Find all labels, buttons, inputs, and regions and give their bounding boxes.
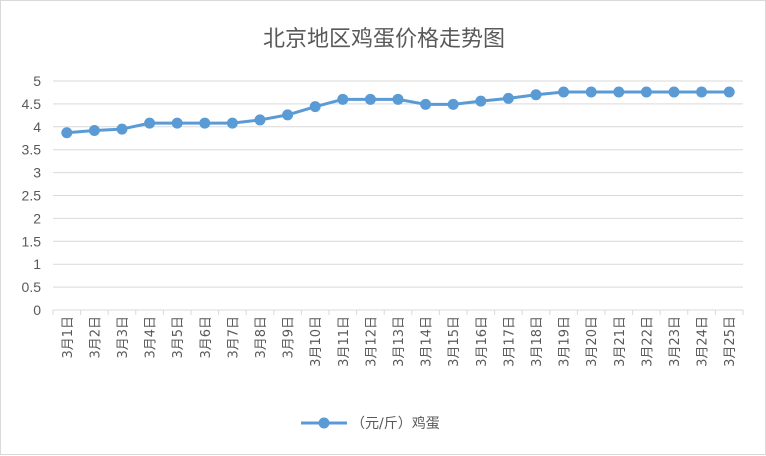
data-point [254, 114, 266, 126]
data-point [447, 98, 459, 110]
legend-marker [318, 417, 330, 429]
y-tick-label: 5 [33, 73, 41, 89]
x-tick-label: 3月3日 [116, 316, 131, 359]
x-tick-label: 3月23日 [668, 316, 683, 367]
x-tick-label: 3月18日 [530, 316, 545, 367]
y-tick-label: 4.5 [22, 96, 42, 112]
x-tick-label: 3月14日 [420, 316, 435, 367]
x-tick-label: 3月2日 [88, 316, 103, 359]
data-point [696, 86, 708, 98]
data-point [585, 86, 597, 98]
x-tick-label: 3月12日 [364, 316, 379, 367]
x-tick-label: 3月9日 [282, 316, 297, 359]
data-point [502, 92, 514, 104]
y-tick-label: 0 [33, 302, 41, 318]
x-tick-label: 3月7日 [226, 316, 241, 359]
data-point [61, 127, 73, 139]
x-tick-label: 3月24日 [696, 316, 711, 367]
y-tick-label: 1.5 [22, 233, 42, 249]
data-point [558, 86, 570, 98]
x-tick-label: 3月4日 [144, 316, 159, 359]
x-tick-label: 3月22日 [640, 316, 655, 367]
data-point [723, 86, 735, 98]
x-tick-label: 3月25日 [723, 316, 738, 367]
x-tick-label: 3月6日 [199, 316, 214, 359]
data-point [475, 95, 487, 107]
legend: （元/斤）鸡蛋 [301, 415, 440, 432]
data-point [420, 98, 432, 110]
x-tick-label: 3月16日 [475, 316, 490, 367]
chart-title: 北京地区鸡蛋价格走势图 [263, 27, 505, 52]
x-tick-label: 3月17日 [502, 316, 517, 367]
y-tick-label: 3.5 [22, 142, 42, 158]
x-tick-label: 3月13日 [392, 316, 407, 367]
data-point [668, 86, 680, 98]
y-tick-label: 1 [33, 256, 41, 272]
data-point [282, 109, 294, 121]
x-tick-label: 3月10日 [309, 316, 324, 367]
data-point [392, 93, 404, 105]
grid-lines [52, 80, 744, 315]
data-point [530, 89, 542, 101]
legend-label: （元/斤）鸡蛋 [351, 415, 440, 432]
x-tick-label: 3月15日 [447, 316, 462, 367]
data-point [613, 86, 625, 98]
y-tick-label: 2 [33, 210, 41, 226]
x-tick-label: 3月20日 [585, 316, 600, 367]
x-tick-label: 3月8日 [254, 316, 269, 359]
data-point [88, 124, 100, 136]
y-tick-label: 2.5 [22, 188, 42, 204]
x-tick-label: 3月21日 [613, 316, 628, 367]
x-tick-label: 3月11日 [337, 316, 352, 367]
x-tick-label: 3月5日 [171, 316, 186, 359]
data-point [640, 86, 652, 98]
data-point [171, 117, 183, 129]
x-axis-ticks: 3月1日 3月2日 3月3日 3月4日 3月5日 3月6日 3月7日 3月8日 3月9日 3月10… [61, 316, 738, 367]
data-point [199, 117, 211, 129]
x-tick-label: 3月19日 [558, 316, 573, 367]
data-point [337, 93, 349, 105]
series-layer [61, 86, 735, 139]
y-axis-ticks: 0 0.5 1 1.5 2 2.5 3 3.5 4 4.5 5 [22, 73, 42, 318]
y-tick-label: 4 [33, 119, 41, 135]
data-point [309, 101, 321, 113]
data-point [144, 117, 156, 129]
data-point [116, 123, 128, 135]
data-point [364, 93, 376, 105]
y-tick-label: 3 [33, 165, 41, 181]
y-tick-label: 0.5 [22, 279, 42, 295]
x-tick-label: 3月1日 [61, 316, 76, 359]
data-point [226, 117, 238, 129]
